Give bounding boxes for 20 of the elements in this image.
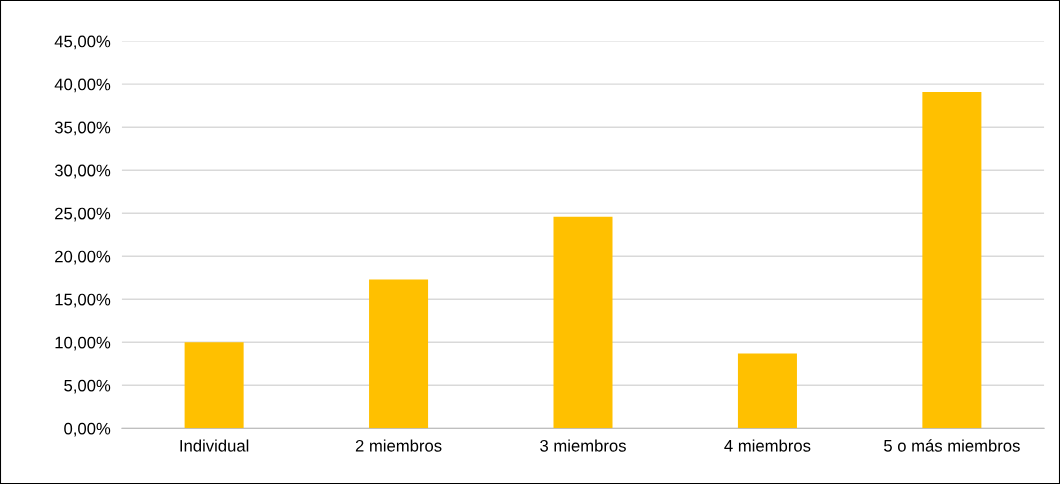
y-tick-label: 30,00% bbox=[54, 164, 111, 179]
bar bbox=[922, 91, 982, 429]
x-tick-label: 4 miembros bbox=[724, 439, 811, 452]
y-tick-label: 35,00% bbox=[54, 121, 111, 136]
y-tick-label: 20,00% bbox=[55, 250, 111, 265]
y-tick-label: 0,00% bbox=[64, 422, 111, 437]
x-tick-label: 2 miembros bbox=[355, 439, 442, 452]
y-tick-label: 45,00% bbox=[54, 35, 111, 50]
bar bbox=[553, 216, 613, 429]
x-tick-label: 3 miembros bbox=[540, 439, 626, 452]
x-tick-label: 5 o más miembros bbox=[884, 439, 1020, 452]
bar bbox=[184, 342, 244, 429]
y-tick-label: 25,00% bbox=[55, 207, 111, 222]
y-tick-label: 10,00% bbox=[55, 336, 111, 351]
y-tick-label: 5,00% bbox=[64, 379, 111, 394]
y-tick-label: 40,00% bbox=[54, 78, 111, 93]
x-tick-label: Individual bbox=[180, 439, 249, 452]
bar bbox=[737, 353, 797, 429]
bar bbox=[369, 279, 429, 429]
y-tick-label: 15,00% bbox=[55, 293, 111, 308]
